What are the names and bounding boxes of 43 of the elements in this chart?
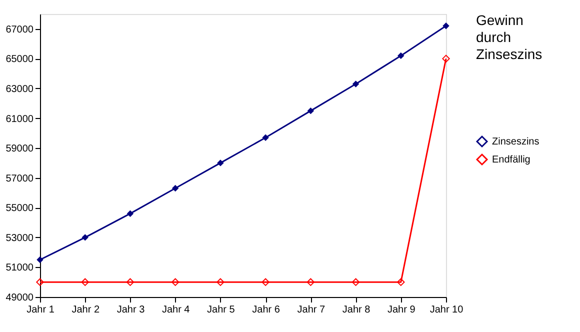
x-tick-label: Jahr 7 [297, 304, 326, 316]
point [262, 278, 270, 286]
y-tick-label: 55000 [6, 203, 34, 214]
x-tick-label: Jahr 9 [387, 304, 416, 316]
y-tick-label: 67000 [6, 24, 34, 36]
point [306, 278, 315, 286]
y-tick-label: 49000 [6, 292, 34, 304]
x-tick-label: Jahr 10 [430, 304, 464, 316]
point [126, 210, 134, 217]
point [307, 107, 314, 114]
point [442, 54, 450, 63]
x-tick-label: Jahr 6 [252, 304, 280, 316]
point [36, 278, 44, 286]
x-tick-label: Jahr 2 [72, 304, 100, 316]
legend-label: Endfällig [492, 154, 530, 166]
x-tick-label: Jahr 4 [162, 304, 190, 316]
text: Gewinn durch Zinseszins [476, 12, 542, 62]
point [262, 134, 269, 141]
y-tick-label: 59000 [6, 144, 34, 155]
x-tick-label: Jahr 5 [207, 304, 236, 316]
point [217, 160, 224, 166]
y-tick-label: 61000 [6, 114, 34, 125]
y-tick-label: 51000 [6, 262, 34, 274]
point [82, 234, 88, 241]
y-tick-label: 53000 [6, 232, 34, 244]
point [352, 278, 360, 286]
point [81, 278, 89, 286]
point [171, 278, 180, 286]
x-tick-label: Jahr 8 [342, 304, 371, 316]
y-tick-label: 63000 [6, 84, 34, 95]
point [442, 22, 450, 30]
point [352, 80, 360, 88]
legend-label: Zinseszins [492, 136, 540, 148]
y-tick-label: 65000 [6, 54, 34, 66]
x-tick-label: Jahr 1 [26, 304, 55, 316]
point [398, 52, 404, 60]
y-tick-label: 57000 [6, 173, 34, 184]
point [126, 278, 134, 286]
point [36, 256, 44, 264]
point [397, 278, 405, 286]
point [216, 278, 224, 286]
x-tick-label: Jahr 3 [116, 304, 146, 316]
point [172, 184, 179, 192]
